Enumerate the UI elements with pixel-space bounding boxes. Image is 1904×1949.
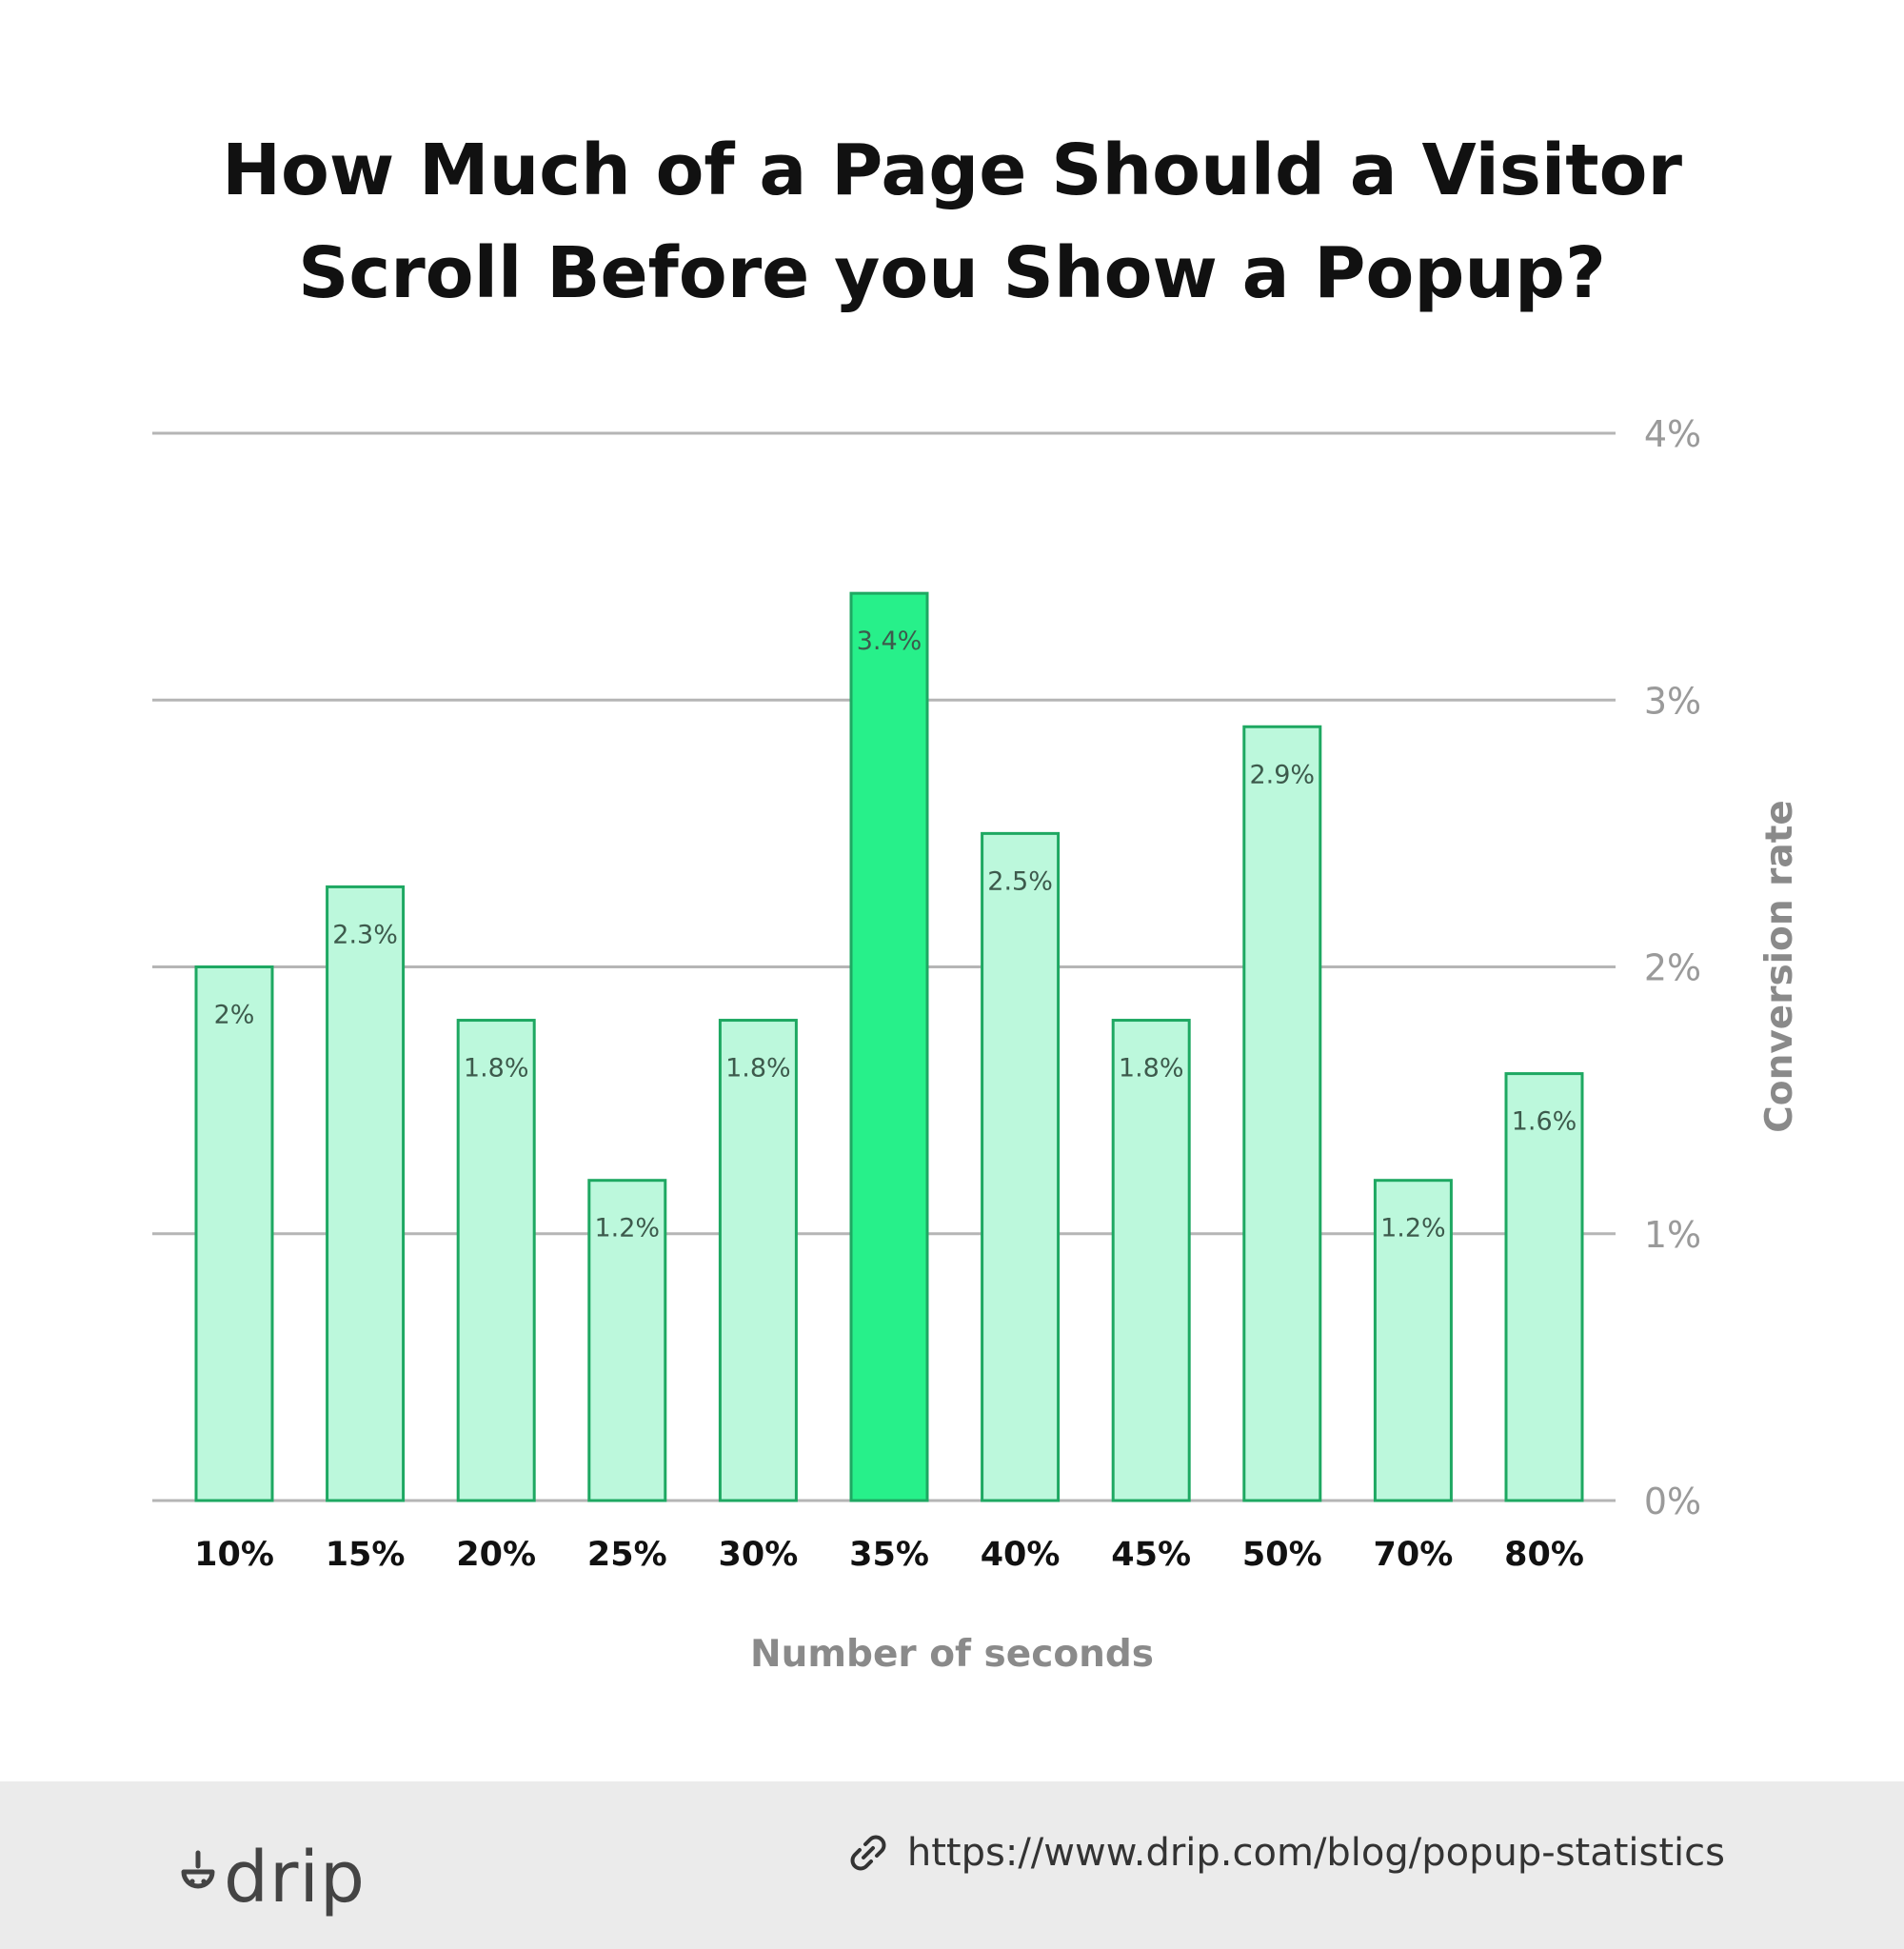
x-axis-title: Number of seconds — [750, 1633, 1154, 1676]
data-label: 1.8% — [1119, 1054, 1184, 1084]
y-tick-label: 3% — [1644, 680, 1701, 722]
bar — [981, 831, 1061, 1502]
bar — [1242, 725, 1322, 1502]
y-tick-label: 0% — [1644, 1481, 1701, 1522]
bar — [1504, 1072, 1584, 1502]
footer: drip https://www.drip.com/blog/popup-sta… — [0, 1781, 1904, 1949]
y-tick-label: 2% — [1644, 947, 1701, 989]
chart-title-line-2: Scroll Before you Show a Popup? — [298, 232, 1606, 314]
data-label: 1.2% — [1380, 1214, 1446, 1243]
data-label: 2.5% — [987, 866, 1053, 896]
data-label: 2.9% — [1249, 760, 1315, 789]
bar — [326, 885, 406, 1502]
bar — [194, 965, 274, 1502]
x-tick-label: 70% — [1374, 1536, 1454, 1574]
x-tick-label: 50% — [1242, 1536, 1322, 1574]
x-tick-label: 30% — [719, 1536, 799, 1574]
bar — [456, 1019, 536, 1502]
y-tick-labels: 0% 1% 2% 3% 4% — [1644, 413, 1701, 1522]
data-label: 1.2% — [594, 1214, 660, 1243]
x-tick-label: 10% — [194, 1536, 274, 1574]
x-tick-label: 45% — [1111, 1536, 1191, 1574]
chart-title-line-1: How Much of a Page Should a Visitor — [222, 129, 1682, 211]
x-tick-label: 35% — [849, 1536, 929, 1574]
y-axis-title: Conversion rate — [1758, 800, 1801, 1133]
source-url: https://www.drip.com/blog/popup-statisti… — [906, 1831, 1725, 1875]
data-label: 2.3% — [332, 920, 398, 949]
chart-title: How Much of a Page Should a Visitor Scro… — [0, 119, 1904, 325]
bar — [849, 591, 929, 1502]
source-link[interactable]: https://www.drip.com/blog/popup-statisti… — [846, 1831, 1725, 1875]
link-icon — [850, 1835, 886, 1871]
data-label: 1.6% — [1512, 1107, 1577, 1137]
bar — [1373, 1179, 1453, 1502]
x-tick-labels: 10% 15% 20% 25% 30% 35% 40% 45% 50% 70% 80% — [194, 1536, 1584, 1574]
x-tick-label: 80% — [1504, 1536, 1584, 1574]
drip-logo[interactable]: drip — [176, 1837, 366, 1919]
brand-name: drip — [224, 1837, 366, 1919]
x-tick-label: 15% — [326, 1536, 406, 1574]
x-tick-label: 40% — [981, 1536, 1061, 1574]
y-tick-label: 4% — [1644, 413, 1701, 455]
data-label: 1.8% — [464, 1054, 529, 1084]
data-label: 2% — [214, 1001, 255, 1030]
bar — [1111, 1019, 1191, 1502]
drip-logo-icon — [181, 1850, 215, 1889]
data-label: 1.8% — [725, 1054, 791, 1084]
data-labels: 2% 2.3% 1.8% 1.2% 1.8% 3.4% 2.5% 1.8% 2.9% 1.2% 1.… — [214, 626, 1577, 1243]
y-tick-label: 1% — [1644, 1214, 1701, 1256]
bars — [194, 591, 1584, 1502]
data-label: 3.4% — [857, 626, 922, 656]
bar-chart: 2% 2.3% 1.8% 1.2% 1.8% 3.4% 2.5% 1.8% 2.9% 1.2% 1.… — [152, 413, 1801, 1676]
x-tick-label: 20% — [456, 1536, 536, 1574]
bar — [718, 1019, 798, 1502]
bar — [587, 1179, 667, 1502]
x-tick-label: 25% — [587, 1536, 667, 1574]
